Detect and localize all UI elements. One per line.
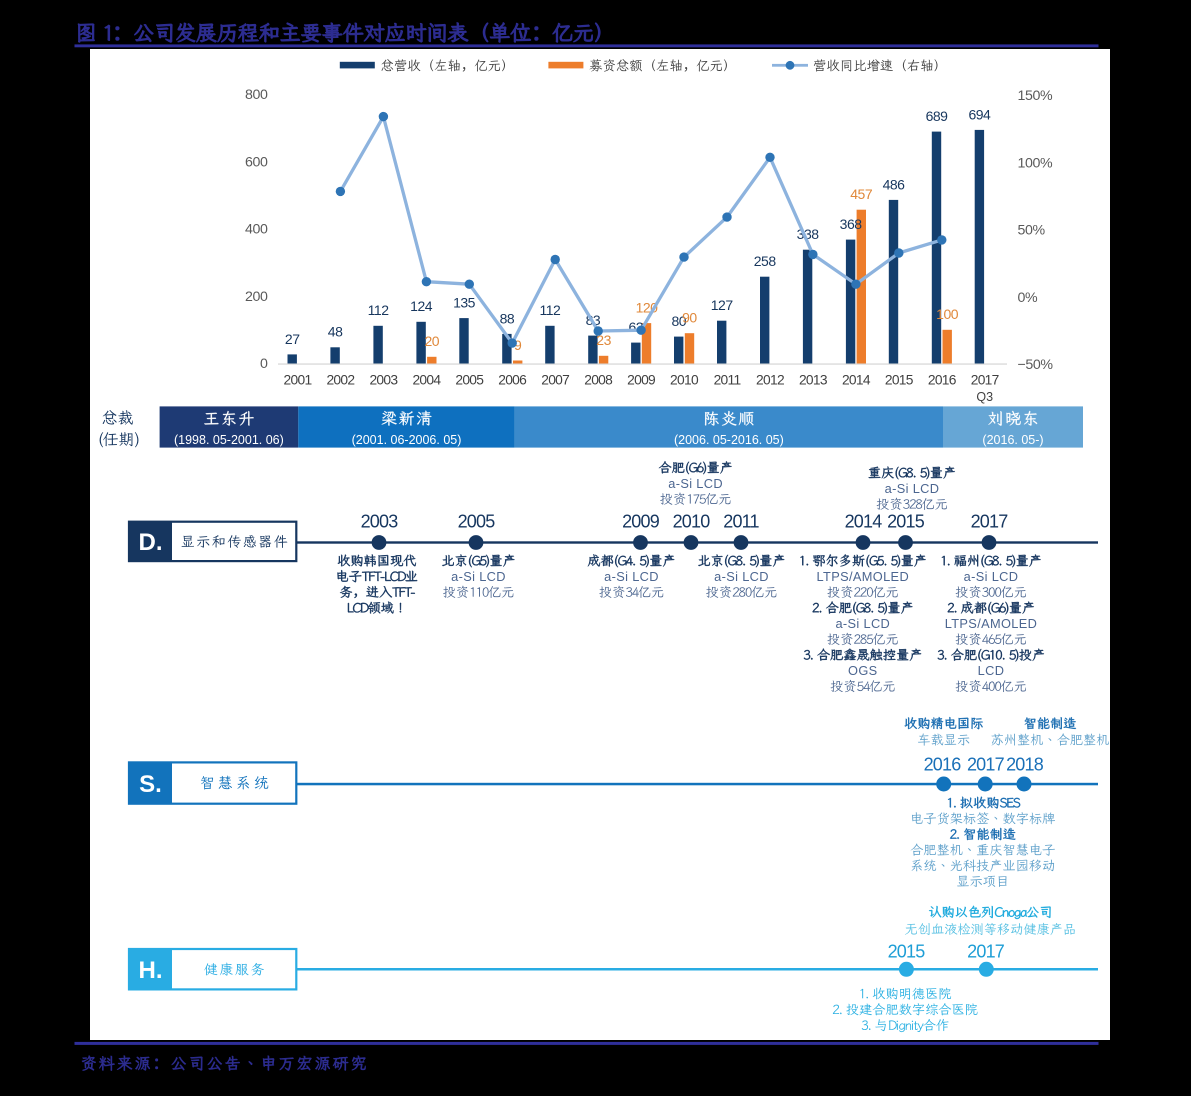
svg-text:a-Si LCD: a-Si LCD (964, 569, 1019, 584)
svg-text:2002: 2002 (326, 372, 354, 387)
svg-text:(2006. 05-2016. 05): (2006. 05-2016. 05) (674, 433, 784, 447)
svg-text:2016: 2016 (924, 755, 962, 775)
svg-text:127: 127 (711, 297, 734, 313)
svg-text:2013: 2013 (799, 372, 828, 387)
svg-text:112: 112 (368, 302, 390, 318)
svg-text:OGS: OGS (848, 663, 878, 678)
svg-text:LTPS/AMOLED: LTPS/AMOLED (945, 616, 1038, 631)
svg-text:88: 88 (500, 310, 515, 326)
svg-text:2005: 2005 (458, 511, 496, 531)
svg-text:(1998. 05-2001. 06): (1998. 05-2001. 06) (174, 433, 284, 447)
svg-text:2017: 2017 (971, 372, 999, 387)
svg-text:90: 90 (682, 310, 697, 326)
svg-text:80: 80 (672, 313, 687, 329)
svg-text:2014: 2014 (845, 511, 883, 531)
svg-text:−50%: −50% (1018, 357, 1054, 373)
svg-text:2003: 2003 (361, 511, 399, 531)
svg-text:9: 9 (514, 337, 522, 353)
svg-text:2010: 2010 (673, 511, 711, 531)
svg-text:2008: 2008 (584, 372, 613, 387)
svg-text:100: 100 (936, 306, 959, 322)
svg-text:2010: 2010 (670, 372, 699, 387)
svg-text:2009: 2009 (622, 511, 660, 531)
svg-text:400: 400 (245, 222, 268, 238)
svg-text:a-Si LCD: a-Si LCD (835, 616, 890, 631)
svg-text:2016: 2016 (928, 372, 957, 387)
svg-text:0%: 0% (1018, 290, 1038, 306)
svg-text:600: 600 (245, 154, 268, 170)
svg-text:694: 694 (968, 106, 991, 122)
svg-text:135: 135 (453, 295, 476, 311)
svg-text:2017: 2017 (971, 511, 1009, 531)
svg-text:200: 200 (245, 289, 268, 305)
svg-text:2017: 2017 (967, 941, 1005, 961)
svg-text:Q3: Q3 (976, 390, 993, 404)
svg-text:2012: 2012 (756, 372, 784, 387)
svg-text:486: 486 (883, 176, 906, 192)
svg-text:2006: 2006 (498, 372, 527, 387)
svg-text:a-Si LCD: a-Si LCD (451, 569, 506, 584)
svg-text:2018: 2018 (1006, 755, 1044, 775)
svg-text:457: 457 (850, 186, 873, 202)
svg-text:a-Si LCD: a-Si LCD (714, 569, 769, 584)
svg-text:800: 800 (245, 87, 268, 103)
svg-text:LCD: LCD (978, 663, 1005, 678)
svg-text:2009: 2009 (627, 372, 656, 387)
svg-text:50%: 50% (1018, 223, 1046, 239)
svg-text:0: 0 (260, 356, 268, 372)
svg-text:2004: 2004 (412, 372, 441, 387)
svg-text:2015: 2015 (888, 941, 926, 961)
svg-text:100%: 100% (1018, 155, 1053, 171)
svg-text:258: 258 (754, 253, 777, 269)
svg-text:2015: 2015 (885, 372, 914, 387)
svg-text:LTPS/AMOLED: LTPS/AMOLED (817, 569, 910, 584)
svg-text:2005: 2005 (455, 372, 484, 387)
svg-text:H.: H. (139, 957, 163, 984)
svg-text:112: 112 (539, 302, 561, 318)
svg-text:S.: S. (139, 771, 162, 798)
svg-text:23: 23 (596, 332, 611, 348)
svg-text:27: 27 (285, 331, 300, 347)
svg-text:48: 48 (328, 324, 343, 340)
svg-text:2003: 2003 (369, 372, 398, 387)
svg-text:150%: 150% (1018, 88, 1053, 104)
svg-text:a-Si LCD: a-Si LCD (885, 481, 940, 496)
svg-text:a-Si LCD: a-Si LCD (668, 476, 723, 491)
svg-text:2001: 2001 (284, 372, 312, 387)
svg-text:124: 124 (410, 298, 433, 314)
svg-text:20: 20 (425, 333, 440, 349)
svg-text:2011: 2011 (714, 372, 741, 387)
svg-text:(2016. 05-): (2016. 05-) (982, 433, 1043, 447)
svg-text:689: 689 (926, 108, 949, 124)
svg-text:2011: 2011 (723, 511, 759, 531)
svg-text:368: 368 (840, 216, 863, 232)
svg-text:2015: 2015 (887, 511, 925, 531)
svg-text:2014: 2014 (842, 372, 871, 387)
svg-text:D.: D. (139, 529, 163, 556)
svg-text:2007: 2007 (541, 372, 569, 387)
svg-text:a-Si LCD: a-Si LCD (604, 569, 659, 584)
svg-text:2017: 2017 (967, 755, 1005, 775)
svg-text:(2001. 06-2006. 05): (2001. 06-2006. 05) (352, 433, 462, 447)
